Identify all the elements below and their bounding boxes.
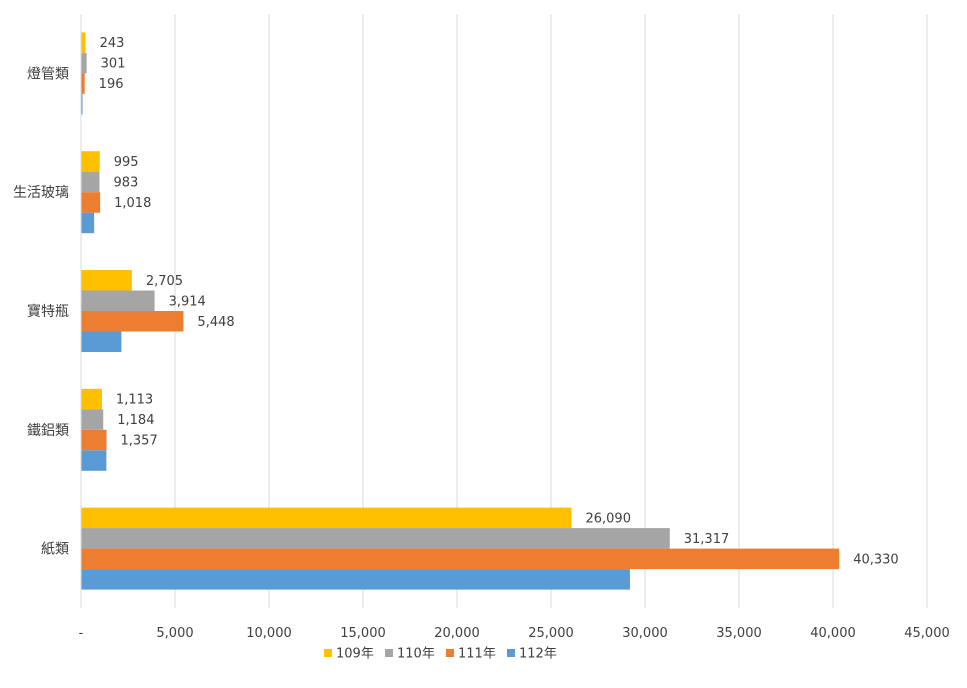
bar — [81, 507, 572, 529]
bar — [81, 388, 102, 410]
legend-swatch — [507, 649, 515, 657]
data-label: 243 — [100, 36, 125, 51]
gridlines — [174, 14, 928, 608]
data-label: 196 — [99, 77, 124, 92]
bar — [81, 569, 630, 590]
x-tick-label: 45,000 — [904, 626, 950, 641]
x-tick-label: 30,000 — [622, 626, 668, 641]
bar — [81, 290, 155, 311]
data-label: 1,018 — [114, 196, 151, 211]
bar — [81, 52, 87, 74]
data-label: 301 — [101, 57, 126, 72]
x-tick-label: 35,000 — [716, 626, 762, 641]
x-tick-label: 25,000 — [528, 626, 574, 641]
legend-label: 110年 — [397, 647, 435, 662]
bar — [81, 270, 132, 291]
bars: 243 301 196 995 983 1,018 2,705 3,914 5,448 1,113… — [81, 32, 899, 590]
bar — [81, 212, 95, 234]
bar — [81, 192, 101, 213]
data-label: 1,184 — [117, 413, 154, 428]
data-label: 995 — [114, 155, 139, 170]
data-label: 2,705 — [146, 274, 183, 289]
data-label: 983 — [113, 175, 138, 190]
x-tick-label: 20,000 — [434, 626, 480, 641]
bar — [81, 32, 86, 53]
data-label: 40,330 — [853, 552, 899, 567]
bar — [81, 171, 100, 193]
bar — [81, 311, 184, 332]
bar — [81, 429, 107, 451]
data-label: 3,914 — [169, 294, 206, 309]
bar — [81, 450, 107, 471]
x-tick-label: 10,000 — [246, 626, 292, 641]
bar — [81, 528, 670, 549]
category-label: 生活玻璃 — [13, 184, 69, 201]
data-label: 1,113 — [116, 393, 153, 408]
data-label: 26,090 — [585, 511, 631, 526]
legend-label: 109年 — [336, 647, 374, 662]
bar — [81, 151, 100, 172]
legend-swatch — [446, 649, 454, 657]
x-tick-label: - — [79, 626, 84, 641]
legend-swatch — [385, 649, 393, 657]
bar — [81, 93, 83, 115]
legend: 109年 110年 111年 112年 — [324, 647, 557, 662]
category-label: 鐵鋁類 — [27, 422, 69, 439]
category-label: 燈管類 — [27, 66, 69, 82]
category-label: 寶特瓶 — [27, 304, 69, 320]
data-label: 1,357 — [121, 434, 158, 449]
data-label: 31,317 — [684, 532, 730, 547]
bar — [81, 73, 85, 94]
legend-label: 111年 — [458, 647, 496, 662]
axes: - 5,000 10,000 15,000 20,000 25,000 30,000 35,0… — [13, 14, 950, 641]
x-tick-label: 15,000 — [340, 626, 386, 641]
legend-swatch — [324, 649, 332, 657]
x-tick-label: 40,000 — [810, 626, 856, 641]
x-tick-label: 5,000 — [156, 626, 193, 641]
bar — [81, 548, 840, 570]
category-label: 紙類 — [41, 542, 69, 558]
bar — [81, 331, 122, 352]
legend-label: 112年 — [519, 647, 557, 662]
data-label: 5,448 — [197, 315, 234, 330]
bar — [81, 409, 104, 430]
